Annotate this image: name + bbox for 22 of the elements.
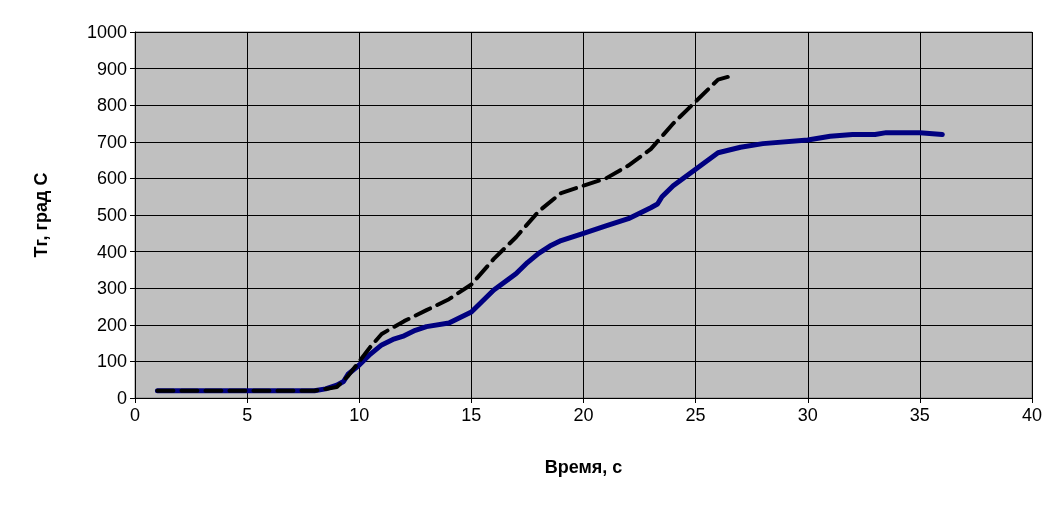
x-tick-label: 30: [797, 405, 818, 425]
y-axis-title: Тг, град С: [31, 172, 51, 258]
x-tick-label: 25: [685, 405, 706, 425]
y-tick-label: 700: [96, 131, 127, 152]
y-tick-label: 200: [96, 314, 127, 335]
x-tick-label: 0: [129, 405, 141, 425]
y-tick-label: 800: [96, 95, 127, 116]
x-tick-label: 20: [573, 405, 594, 425]
x-tick-label: 35: [909, 405, 930, 425]
x-tick-label: 40: [1021, 405, 1043, 425]
x-axis-title: Время, с: [544, 457, 623, 477]
y-tick-label: 0: [116, 388, 127, 408]
y-tick-label: 1000: [86, 22, 127, 42]
x-tick-label: 5: [242, 405, 253, 425]
y-tick-label: 600: [96, 168, 127, 189]
y-tick-label: 300: [96, 278, 127, 299]
x-tick-label: 10: [349, 405, 370, 425]
y-tick-label: 400: [96, 241, 127, 262]
y-tick-label: 900: [96, 58, 127, 79]
y-tick-label: 500: [96, 205, 127, 225]
x-tick-label: 15: [461, 405, 482, 425]
y-tick-label: 100: [96, 351, 127, 372]
